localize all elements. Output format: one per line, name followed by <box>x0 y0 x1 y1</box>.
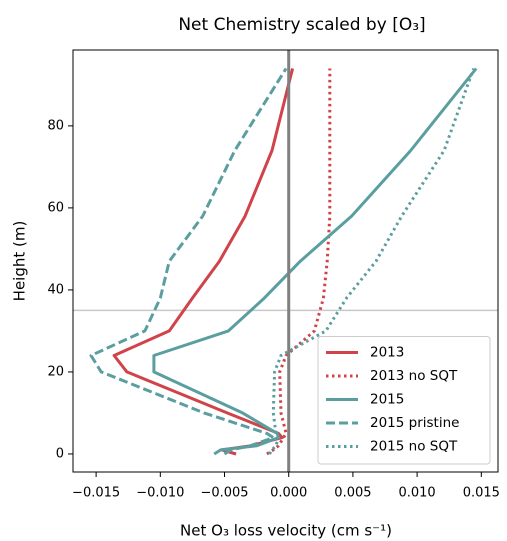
legend-label: 2015 no SQT <box>370 439 458 455</box>
x-tick-label: −0.015 <box>72 486 120 501</box>
legend-label: 2013 no SQT <box>370 368 458 384</box>
x-tick-label: 0.015 <box>463 486 500 501</box>
y-tick-label: 20 <box>47 364 64 379</box>
x-tick-label: −0.010 <box>136 486 184 501</box>
x-tick-label: 0.000 <box>270 486 307 501</box>
y-tick-label: 0 <box>56 446 64 461</box>
series-line <box>89 67 288 456</box>
chart-title: Net Chemistry scaled by [O₃] <box>178 15 425 35</box>
legend-box <box>317 336 491 465</box>
x-axis-label: Net O₃ loss velocity (cm s⁻¹) <box>180 522 392 540</box>
y-tick-label: 60 <box>47 200 64 215</box>
legend-label: 2013 <box>370 345 404 361</box>
x-tick-label: −0.005 <box>200 486 248 501</box>
legend-label: 2015 pristine <box>370 415 459 431</box>
series-line <box>268 67 476 455</box>
x-tick-label: 0.005 <box>334 486 371 501</box>
x-tick-label: 0.010 <box>398 486 435 501</box>
series-line <box>152 67 478 456</box>
plot-frame <box>72 49 499 473</box>
y-tick-label: 80 <box>47 118 64 133</box>
y-tick-label: 40 <box>47 282 64 297</box>
legend-label: 2015 <box>370 392 404 408</box>
y-axis-label: Height (m) <box>11 221 29 302</box>
